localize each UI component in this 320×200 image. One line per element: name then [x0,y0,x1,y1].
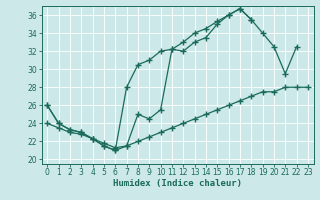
X-axis label: Humidex (Indice chaleur): Humidex (Indice chaleur) [113,179,242,188]
